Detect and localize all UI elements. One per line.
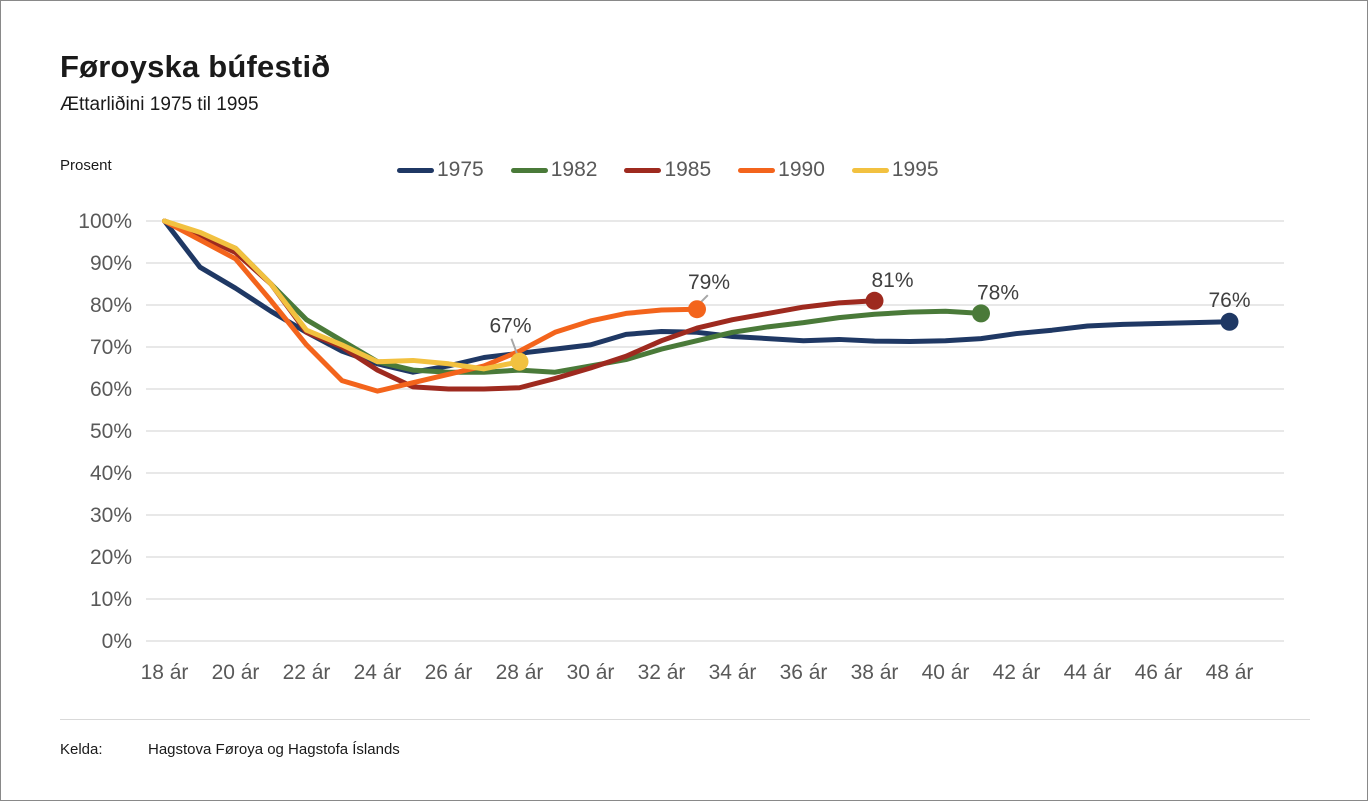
legend-swatch-1995 xyxy=(851,167,889,173)
legend-item-1975: 1975 xyxy=(397,158,484,182)
source-text: Hagstova Føroya og Hagstofa Íslands xyxy=(148,741,400,758)
series-end-dot-1985 xyxy=(865,291,884,310)
legend-label-1995: 1995 xyxy=(891,158,939,181)
source-label: Kelda: xyxy=(60,741,103,758)
x-axis-tick-label: 22 ár xyxy=(283,661,331,684)
legend-label-1985: 1985 xyxy=(664,158,712,181)
legend-item-1995: 1995 xyxy=(851,158,939,182)
y-axis-tick-label: 70% xyxy=(90,336,132,359)
legend-label-1990: 1990 xyxy=(778,158,825,181)
legend-item-1985: 1985 xyxy=(624,158,711,182)
series-line-1975 xyxy=(162,218,1232,375)
y-axis-tick-label: 10% xyxy=(90,588,132,611)
x-axis-tick-label: 34 ár xyxy=(709,661,757,684)
y-axis-tick-label: 50% xyxy=(90,420,132,443)
x-axis-tick-label: 36 ár xyxy=(780,661,828,684)
legend-item-1982: 1982 xyxy=(510,158,598,182)
data-label-1990: 79% xyxy=(688,271,730,294)
chart-legend: 1975 1982 1985 1990 1995 xyxy=(397,158,939,182)
x-axis-tick-label: 44 ár xyxy=(1064,661,1112,684)
x-axis-tick-label: 18 ár xyxy=(141,661,189,684)
chart-title: Føroyska búfestið xyxy=(60,49,331,84)
x-axis-tick-label: 30 ár xyxy=(567,661,615,684)
y-axis-tick-label: 80% xyxy=(90,294,132,317)
y-axis-unit-label: Prosent xyxy=(60,157,112,174)
x-axis-tick-label: 38 ár xyxy=(851,661,899,684)
series-line-1990 xyxy=(162,218,700,394)
y-axis-tick-label: 90% xyxy=(90,252,132,275)
x-axis-tick-label: 20 ár xyxy=(212,661,260,684)
legend-label-1982: 1982 xyxy=(550,158,598,181)
chart-subtitle: Ættarliðini 1975 til 1995 xyxy=(60,94,259,115)
data-label-1982: 78% xyxy=(977,281,1019,304)
x-axis-tick-label: 32 ár xyxy=(638,661,686,684)
y-axis-tick-label: 40% xyxy=(90,462,132,485)
series-end-dot-1982 xyxy=(972,304,990,323)
legend-swatch-1985 xyxy=(624,167,662,173)
y-axis-tick-label: 0% xyxy=(102,630,132,653)
x-axis-tick-label: 40 ár xyxy=(922,661,970,684)
data-label-1985: 81% xyxy=(871,269,913,292)
legend-swatch-1975 xyxy=(397,167,434,173)
legend-item-1990: 1990 xyxy=(738,158,825,182)
data-label-1975: 76% xyxy=(1208,289,1250,312)
x-axis-tick-label: 42 ár xyxy=(993,661,1041,684)
y-axis-tick-label: 60% xyxy=(90,378,132,401)
legend-swatch-1990 xyxy=(738,167,776,173)
series-end-dot-1995 xyxy=(510,352,529,371)
x-axis-tick-label: 28 ár xyxy=(496,661,544,684)
y-axis-tick-label: 100% xyxy=(78,210,132,233)
series-line-1982 xyxy=(162,218,984,375)
y-axis-tick-label: 20% xyxy=(90,546,132,569)
legend-label-1975: 1975 xyxy=(437,158,484,181)
footer-divider xyxy=(60,719,1310,720)
x-axis-tick-label: 26 ár xyxy=(425,661,473,684)
series-end-dot-1975 xyxy=(1220,312,1239,331)
x-axis-tick-label: 24 ár xyxy=(354,661,402,684)
series-end-dot-1990 xyxy=(688,300,706,319)
data-label-1995: 67% xyxy=(489,315,531,338)
x-axis-tick-label: 48 ár xyxy=(1206,661,1254,684)
x-axis-tick-label: 46 ár xyxy=(1135,661,1183,684)
y-axis-tick-label: 30% xyxy=(90,504,132,527)
series-line-1995 xyxy=(162,218,522,372)
legend-swatch-1982 xyxy=(510,167,548,173)
